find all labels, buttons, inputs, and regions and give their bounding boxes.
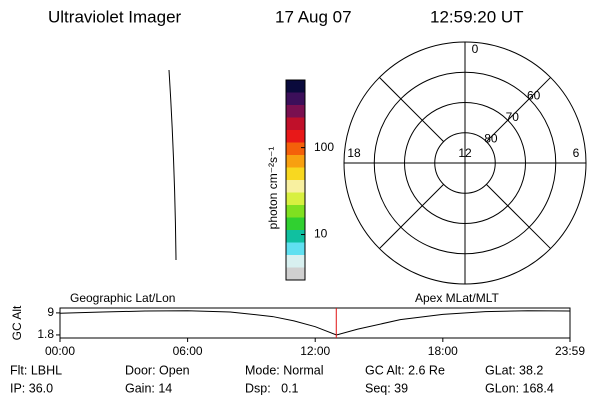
color-swatch bbox=[286, 167, 305, 181]
color-swatch bbox=[286, 192, 305, 206]
orbit-frame bbox=[59, 307, 571, 339]
color-swatch bbox=[286, 255, 305, 268]
mlt-label: 0 bbox=[472, 42, 479, 56]
colorbar-tick-label: 100 bbox=[314, 140, 334, 154]
info-field: IP: 36.0 bbox=[10, 381, 53, 395]
diagonal-line bbox=[486, 184, 551, 249]
color-swatch bbox=[286, 205, 305, 218]
left-label: Geographic Lat/Lon bbox=[70, 291, 175, 305]
colorbar-label: photon cm⁻²s⁻¹ bbox=[266, 147, 280, 230]
color-swatch bbox=[286, 230, 305, 243]
mlt-label: 12 bbox=[458, 146, 472, 160]
y-axis-label: GC Alt bbox=[10, 305, 24, 340]
colorbar-tick-label: 10 bbox=[314, 227, 328, 241]
info-field: GLat: 38.2 bbox=[485, 363, 543, 377]
x-tick-label: 12:00 bbox=[300, 344, 330, 358]
info-field: GLon: 168.4 bbox=[485, 381, 554, 395]
color-swatch bbox=[286, 155, 305, 168]
title: Ultraviolet Imager bbox=[48, 7, 182, 26]
x-tick-label: 06:00 bbox=[173, 344, 203, 358]
diagonal-line bbox=[486, 77, 551, 142]
info-field: Mode: Normal bbox=[245, 363, 324, 377]
lat-label: 70 bbox=[506, 110, 520, 124]
diagonal-line bbox=[379, 184, 444, 249]
lat-label: 80 bbox=[484, 131, 498, 145]
mlt-label: 6 bbox=[573, 146, 580, 160]
info-field: Gain: 14 bbox=[125, 381, 172, 395]
color-swatch bbox=[286, 130, 305, 143]
color-swatch bbox=[286, 242, 305, 256]
color-swatch bbox=[286, 142, 305, 156]
right-label: Apex MLat/MLT bbox=[415, 291, 499, 305]
color-swatch bbox=[286, 92, 305, 106]
x-tick-label: 00:00 bbox=[45, 344, 75, 358]
color-swatch bbox=[286, 217, 305, 231]
info-field: GC Alt: 2.6 Re bbox=[365, 363, 445, 377]
altitude-line bbox=[59, 310, 571, 336]
color-swatch bbox=[286, 180, 305, 193]
color-swatch bbox=[286, 267, 305, 281]
color-swatch bbox=[286, 117, 305, 131]
color-swatch bbox=[286, 80, 305, 93]
info-field: Dsp: 0.1 bbox=[245, 381, 299, 395]
date: 17 Aug 07 bbox=[275, 7, 352, 26]
info-field: Door: Open bbox=[125, 363, 190, 377]
y-tick-label: 9 bbox=[47, 305, 54, 319]
info-field: Seq: 39 bbox=[365, 381, 408, 395]
y-tick-label: 1.8 bbox=[37, 327, 54, 341]
diagonal-line bbox=[379, 77, 444, 142]
lat-label: 60 bbox=[527, 89, 541, 103]
time: 12:59:20 UT bbox=[430, 7, 524, 26]
color-swatch bbox=[286, 105, 305, 118]
mlt-label: 18 bbox=[347, 146, 361, 160]
info-field: Flt: LBHL bbox=[10, 363, 62, 377]
x-tick-label: 23:59 bbox=[555, 344, 585, 358]
x-tick-label: 18:00 bbox=[428, 344, 458, 358]
colorbar-frame bbox=[285, 79, 306, 281]
image-edge bbox=[168, 69, 177, 261]
